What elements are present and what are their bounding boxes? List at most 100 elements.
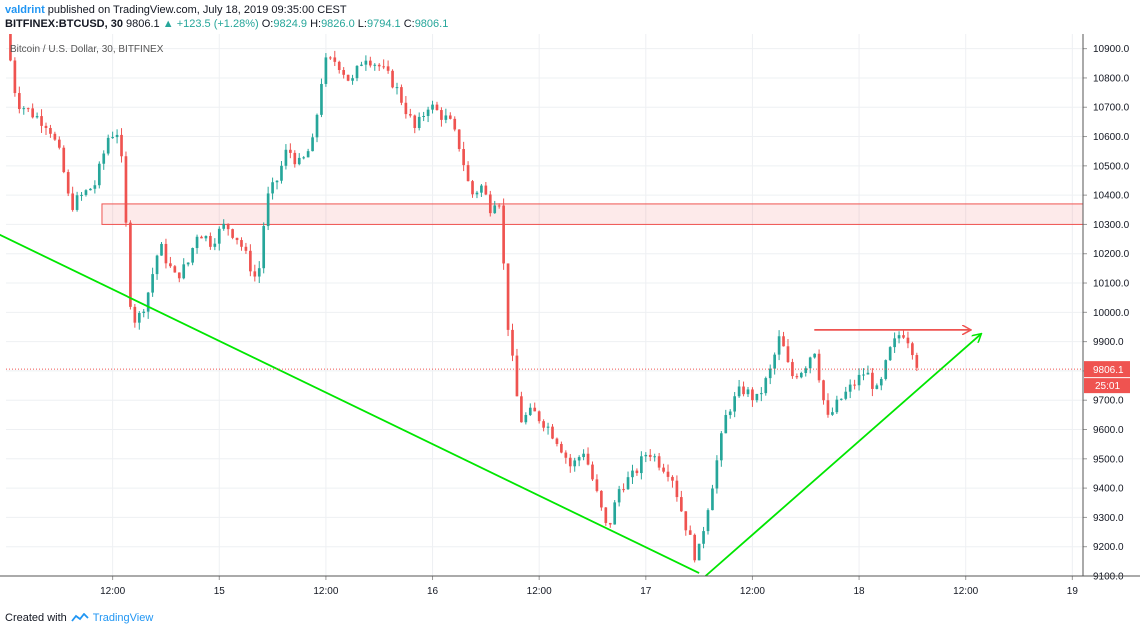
candle-body	[848, 384, 852, 392]
candle-body	[249, 250, 252, 272]
candle-body	[306, 151, 310, 158]
candle-body	[671, 476, 674, 481]
candle-body	[93, 185, 97, 189]
price-chart[interactable]: 9100.0 9200.0 9300.0 9400.0 9500.0 9600.0 9700…	[0, 34, 1140, 604]
up-arrow-icon: ▲	[162, 18, 174, 30]
candle-body	[862, 374, 865, 376]
candle-body	[879, 378, 883, 386]
tradingview-logo-icon	[71, 613, 89, 622]
candle-body	[422, 116, 425, 118]
candle-body	[520, 396, 523, 423]
axes: 9100.0 9200.0 9300.0 9400.0 9500.0 9600.0 9700…	[0, 34, 1140, 597]
candle-body	[49, 127, 52, 134]
candle-body	[346, 74, 350, 81]
candle-body	[746, 389, 750, 395]
candle-body	[640, 456, 643, 474]
candle-body	[457, 129, 461, 150]
candle-body	[226, 223, 230, 230]
candle-body	[546, 426, 550, 428]
candle-body	[711, 488, 714, 511]
candle-body	[644, 454, 648, 457]
candle-body	[844, 391, 848, 399]
candle-body	[360, 64, 363, 66]
candle-body	[324, 57, 328, 84]
current-price-badge	[1084, 361, 1130, 378]
candle-body	[289, 149, 292, 153]
candle-body	[106, 137, 110, 154]
candle-body	[222, 223, 226, 229]
candle-body	[13, 60, 17, 94]
candle-body	[213, 243, 217, 247]
candle-body	[866, 372, 870, 375]
x-tick-label: 12:00	[953, 586, 978, 597]
candle-body	[817, 353, 821, 381]
candle-body	[386, 66, 390, 71]
candle-body	[231, 229, 234, 238]
candle-body	[782, 336, 785, 347]
ascending-trendline-arrow	[704, 334, 981, 577]
y-tick-label: 9700.0	[1093, 396, 1124, 407]
candle-body	[466, 165, 470, 182]
candle-body	[533, 407, 537, 412]
candle-body	[631, 470, 634, 478]
x-tick-label: 12:00	[313, 586, 338, 597]
candles	[9, 34, 919, 563]
candle-body	[426, 109, 430, 117]
candle-body	[9, 34, 12, 61]
candle-body	[742, 386, 745, 395]
candle-body	[702, 531, 705, 544]
candle-body	[720, 433, 723, 461]
candle-body	[604, 507, 608, 523]
candle-body	[22, 108, 26, 110]
candle-body	[542, 421, 545, 428]
candle-body	[160, 243, 163, 256]
candle-body	[62, 147, 66, 173]
candle-body	[257, 268, 261, 277]
high-label: H:	[310, 18, 322, 30]
candle-body	[266, 193, 270, 227]
candle-body	[75, 195, 79, 210]
candle-body	[240, 240, 243, 247]
candle-body	[484, 185, 488, 195]
brand-label[interactable]: TradingView	[92, 612, 154, 624]
candle-body	[435, 104, 439, 111]
candle-body	[80, 194, 83, 196]
author-name[interactable]: valdrint	[5, 4, 45, 16]
candle-body	[351, 78, 354, 81]
x-tick-label: 15	[214, 586, 226, 597]
candle-body	[120, 134, 123, 157]
candle-body	[684, 511, 688, 531]
candle-body	[617, 489, 621, 503]
candle-body	[608, 522, 612, 525]
candle-body	[200, 236, 203, 239]
candle-body	[506, 263, 510, 330]
candle-body	[97, 163, 101, 186]
candle-body	[831, 412, 834, 415]
candle-body	[675, 480, 679, 498]
candle-body	[444, 115, 448, 120]
y-tick-label: 10700.0	[1093, 103, 1130, 114]
candle-body	[204, 235, 208, 239]
candle-body	[400, 87, 403, 103]
candle-body	[342, 70, 346, 75]
candle-body	[822, 380, 825, 401]
candle-body	[377, 64, 381, 67]
candle-body	[853, 384, 856, 386]
countdown-badge	[1084, 378, 1130, 394]
candle-body	[315, 114, 319, 138]
x-tick-label: 19	[1067, 586, 1079, 597]
candle-body	[280, 165, 283, 181]
candle-body	[124, 156, 128, 223]
candle-body	[564, 452, 568, 458]
candle-body	[777, 336, 781, 355]
x-tick-label: 17	[640, 586, 652, 597]
candle-body	[577, 457, 581, 461]
candle-body	[911, 343, 914, 356]
candle-body	[835, 399, 839, 413]
candle-body	[368, 60, 372, 66]
candle-body	[71, 193, 74, 210]
y-tick-label: 9600.0	[1093, 425, 1124, 436]
open-label: O:	[261, 18, 274, 30]
candle-body	[759, 393, 763, 395]
candle-body	[595, 479, 599, 491]
